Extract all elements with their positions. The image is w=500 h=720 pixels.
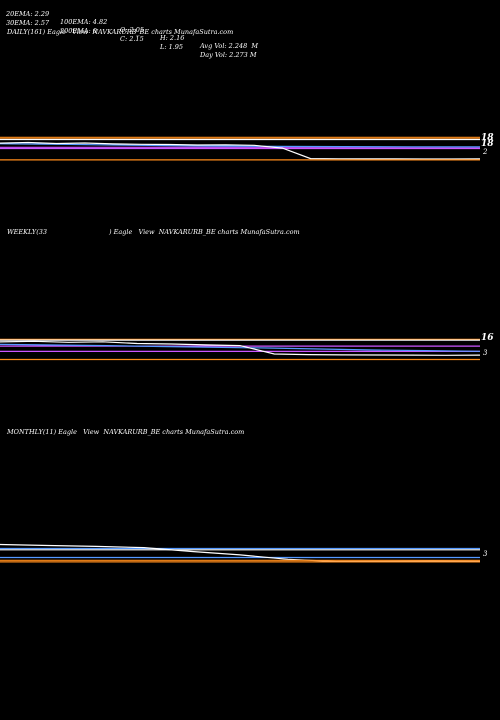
header-row-2: 30EMA: 2.57 200EMA: 0 C: 2.15 L: 1.95 Da… xyxy=(6,11,257,59)
weekly-price-label: 16 xyxy=(481,333,494,343)
monthly-panel-title: MONTHLY(11) Eagle View NAVKARURB_BE char… xyxy=(7,428,245,436)
weekly-price-label: 3 xyxy=(483,349,488,357)
header-30ema: 30EMA: 2.57 xyxy=(6,19,50,27)
series-line-4 xyxy=(0,343,481,352)
header-low: L: 1.95 xyxy=(160,43,184,51)
weekly-chart xyxy=(0,338,481,361)
header-day-vol: Day Vol: 2.273 M xyxy=(200,51,257,59)
daily-price-label: 2 xyxy=(482,148,488,156)
header-close: C: 2.15 xyxy=(120,35,144,43)
daily-chart xyxy=(0,136,481,161)
series-line-6 xyxy=(0,141,481,160)
daily-panel-title: DAILY(161) Eagle View NAVKARURB_BE chart… xyxy=(7,28,234,36)
monthly-chart xyxy=(0,543,481,563)
series-line-3 xyxy=(0,543,481,563)
header-200ema: 200EMA: 0 xyxy=(60,27,97,35)
series-line-5 xyxy=(0,143,481,148)
header-20ema: 20EMA: 2.29 xyxy=(6,10,50,18)
daily-price-label: 18 xyxy=(481,139,494,149)
header-avg-vol: Avg Vol: 2.248 M xyxy=(200,42,259,50)
series-line-5 xyxy=(0,340,481,356)
header-row-1: 20EMA: 2.29 100EMA: 4.82 O: 2.05 H: 2.16… xyxy=(6,2,258,50)
header-high: H: 2.16 xyxy=(160,34,185,42)
header-100ema: 100EMA: 4.82 xyxy=(60,18,108,26)
monthly-price-label: 3 xyxy=(483,550,488,558)
daily-price-label: 18 xyxy=(481,133,494,143)
weekly-panel-title: WEEKLY(33 ) Eagle View NAVKARURB_BE char… xyxy=(7,228,300,236)
header-open: O: 2.05 xyxy=(120,26,145,34)
